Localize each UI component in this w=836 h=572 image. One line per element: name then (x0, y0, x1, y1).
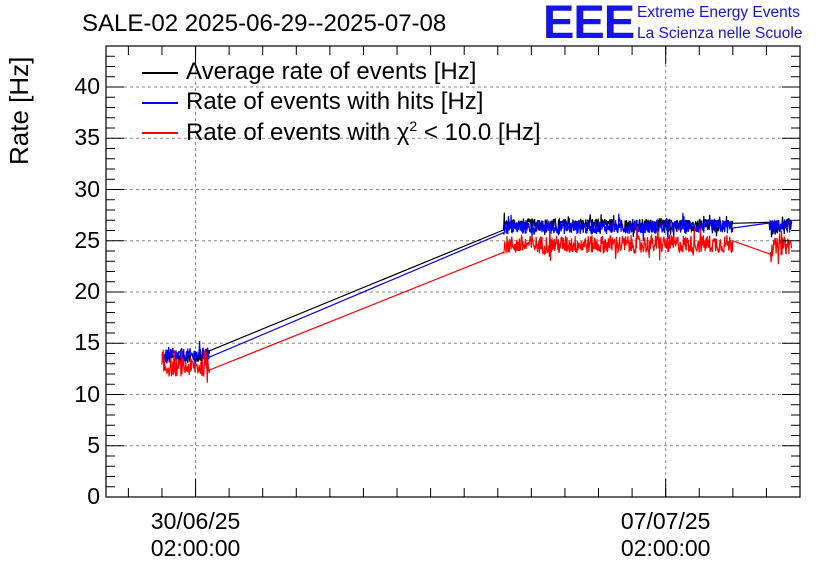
y-tick-label: 35 (74, 124, 100, 151)
legend-label-chi2: Rate of events with χ2 < 10.0 [Hz] (186, 118, 541, 146)
legend-swatch-hits (142, 102, 178, 104)
y-tick-label: 25 (74, 226, 100, 253)
legend-label-average: Average rate of events [Hz] (186, 58, 477, 85)
y-tick-label: 15 (74, 329, 100, 356)
x-tick-label: 07/07/25 02:00:00 (596, 508, 736, 562)
y-tick-label: 30 (74, 175, 100, 202)
legend-label-hits: Rate of events with hits [Hz] (186, 88, 484, 115)
series-line-2 (161, 225, 793, 383)
legend-swatch-average (142, 72, 178, 74)
legend-swatch-chi2 (142, 132, 178, 134)
y-tick-label: 0 (87, 483, 100, 509)
x-tick-label: 30/06/25 02:00:00 (126, 508, 266, 562)
logo-line-1: Extreme Energy Events (637, 4, 800, 21)
logo-line-2: La Scienza nelle Scuole (637, 25, 803, 42)
chart-title: SALE-02 2025-06-29--2025-07-08 (82, 10, 447, 37)
y-tick-label: 20 (74, 278, 100, 304)
y-tick-label: 40 (74, 73, 100, 99)
eee-logo: EEE (543, 0, 635, 48)
x-tick-time: 02:00:00 (150, 535, 241, 561)
y-tick-label: 5 (87, 431, 100, 458)
x-tick-date: 07/07/25 (620, 508, 711, 534)
series-line-1 (161, 212, 793, 370)
x-tick-date: 30/06/25 (150, 508, 241, 534)
y-tick-label: 10 (74, 380, 100, 407)
x-tick-time: 02:00:00 (620, 535, 711, 561)
series-line-0 (161, 212, 793, 364)
